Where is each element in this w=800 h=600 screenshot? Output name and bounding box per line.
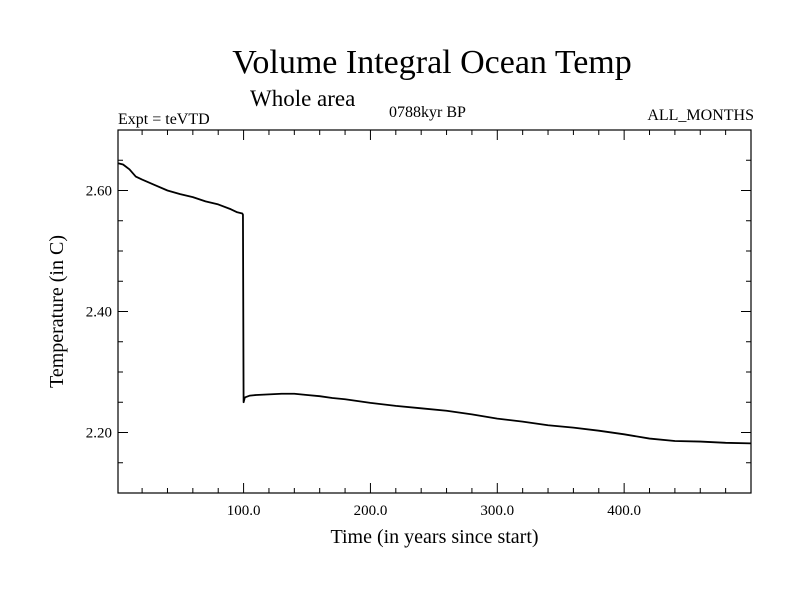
x-tick-label: 200.0 (354, 503, 388, 519)
axis-ticks (118, 130, 751, 493)
chart-subtitle: Whole area (250, 86, 356, 111)
x-tick-label: 400.0 (607, 503, 641, 519)
x-tick-label: 300.0 (480, 503, 514, 519)
series-line-0 (117, 162, 752, 445)
experiment-label: Expt = teVTD (118, 111, 210, 128)
plot-frame (117, 129, 752, 494)
series-group (117, 162, 752, 445)
chart-title: Volume Integral Ocean Temp (232, 44, 632, 81)
period-label: 0788kyr BP (389, 104, 466, 121)
axis-tick-labels: 100.0 200.0 300.0 400.0 2.20 2.40 2.60 (86, 184, 641, 520)
y-axis-label: Temperature (in C) (46, 235, 68, 388)
x-axis-label: Time (in years since start) (330, 526, 538, 548)
x-tick-label: 100.0 (227, 503, 261, 519)
y-tick-label: 2.20 (86, 426, 112, 442)
y-tick-label: 2.40 (86, 305, 112, 321)
months-label: ALL_MONTHS (647, 107, 754, 124)
y-tick-label: 2.60 (86, 184, 112, 200)
